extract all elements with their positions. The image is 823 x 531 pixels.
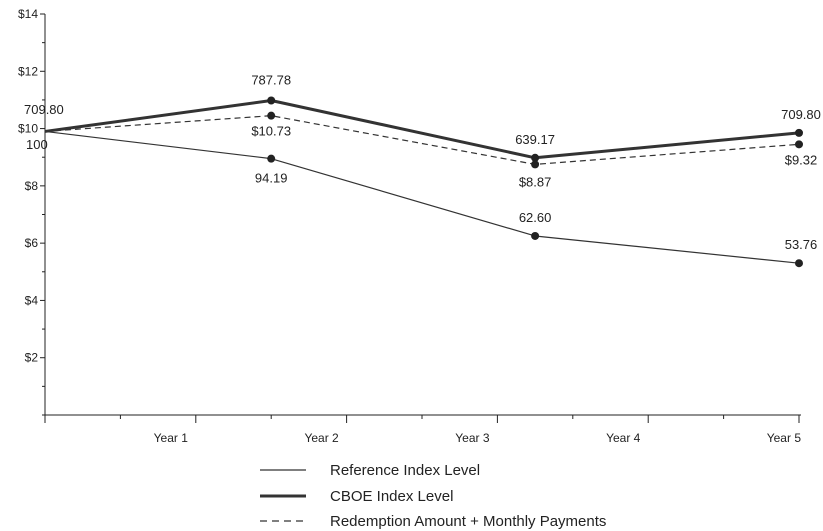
data-label: 94.19 <box>255 171 288 186</box>
data-point <box>795 128 803 137</box>
y-tick-label: $12 <box>18 64 38 78</box>
data-label: 787.78 <box>251 73 291 88</box>
y-tick-label: $6 <box>25 236 39 250</box>
y-tick-label: $2 <box>25 351 39 365</box>
y-tick-label: $10 <box>18 122 38 136</box>
data-point <box>267 154 276 163</box>
data-point <box>531 153 540 162</box>
x-tick-label: Year 3 <box>455 431 490 445</box>
data-point <box>795 259 803 268</box>
chart-legend: Reference Index Level CBOE Index Level Red… <box>260 462 606 530</box>
data-point <box>531 231 540 240</box>
data-label: $9.32 <box>785 152 818 167</box>
legend-label: Reference Index Level <box>330 462 480 479</box>
data-label: 100 <box>26 137 48 152</box>
data-label: $10.73 <box>251 124 291 139</box>
chart-series <box>44 96 803 268</box>
series-line <box>44 115 800 165</box>
y-tick-label: $4 <box>25 293 39 307</box>
legend-label: Redemption Amount + Monthly Payments <box>330 513 606 530</box>
data-label: 639.17 <box>515 132 555 147</box>
x-tick-label: Year 1 <box>154 431 189 445</box>
data-point <box>267 96 276 105</box>
data-point <box>531 160 540 169</box>
data-label: 53.76 <box>785 237 818 252</box>
series-line <box>44 130 800 264</box>
y-tick-label: $14 <box>18 7 38 21</box>
x-tick-label: Year 4 <box>606 431 641 445</box>
chart-axes: $2 $4 $6 $8 $10 $12 $14 Year 1 Year 2 Year 3 Year … <box>18 7 801 445</box>
legend-label: CBOE Index Level <box>330 488 453 505</box>
series-line <box>44 99 800 160</box>
data-label: $8.87 <box>519 174 552 189</box>
x-tick-label: Year 2 <box>304 431 339 445</box>
data-point <box>267 111 276 120</box>
y-tick-label: $8 <box>25 179 39 193</box>
data-point <box>795 140 803 149</box>
data-label: 709.80 <box>781 107 821 122</box>
chart-data-labels: 100 94.19 62.60 53.76 709.80 787.78 639.17 709.… <box>24 73 821 253</box>
data-label: 62.60 <box>519 210 552 225</box>
data-label: 709.80 <box>24 102 64 117</box>
x-tick-label: Year 5 <box>767 431 802 445</box>
